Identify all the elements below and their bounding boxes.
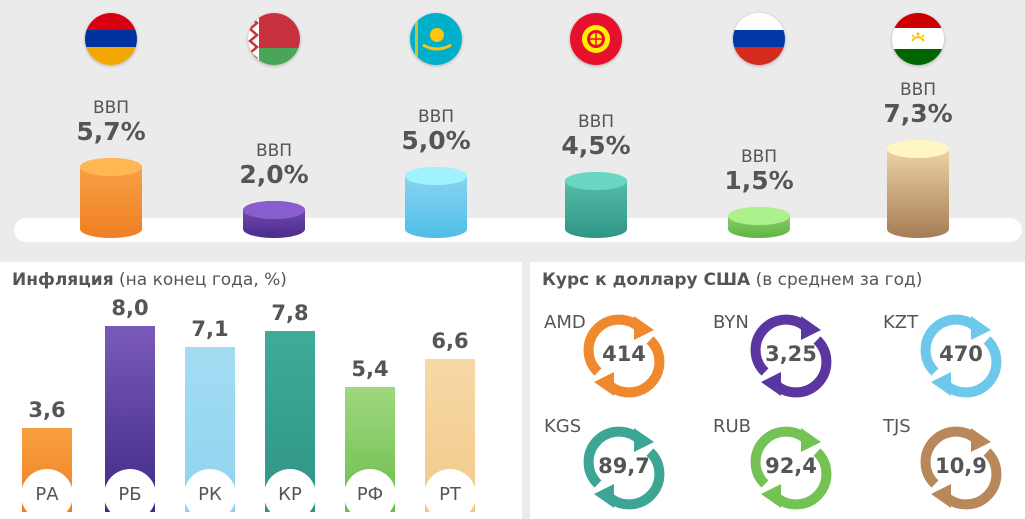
gdp-label-group: ВВП 7,3% (883, 80, 953, 128)
gdp-shelf (14, 218, 1022, 242)
currency-code: TJS (883, 416, 911, 437)
inflation-label-badge (104, 469, 156, 519)
gdp-value: 4,5% (561, 131, 631, 161)
exchange-cycle-icon (750, 426, 832, 510)
gdp-word: ВВП (577, 112, 615, 133)
gdp-value: 5,0% (401, 125, 471, 155)
currency-rate: 92,4 (765, 454, 817, 478)
currency-rate: 10,9 (935, 454, 987, 478)
inflation-category-label: РА (35, 484, 59, 505)
inflation-category-label: КР (278, 484, 302, 505)
gdp-bar (565, 172, 627, 238)
gdp-label-group: ВВП 5,7% (76, 98, 146, 146)
inflation-title: Инфляция (на конец года, %) (12, 270, 287, 290)
belarus-flag-icon (248, 13, 300, 65)
currency-code: AMD (544, 312, 586, 333)
inflation-label-badge (344, 469, 396, 519)
currency-rate: 414 (602, 342, 646, 366)
gdp-word: ВВП (740, 146, 778, 167)
currency-title: Курс к доллару США (в среднем за год) (542, 270, 923, 290)
inflation-label-badge (184, 469, 236, 519)
gdp-label-group: ВВП 5,0% (401, 107, 471, 155)
inflation-value: 6,6 (431, 328, 469, 353)
exchange-cycle-icon (750, 314, 832, 398)
gdp-label-group: ВВП 4,5% (561, 112, 631, 160)
inflation-value: 7,8 (271, 301, 309, 326)
gdp-bar (405, 166, 467, 238)
currency-code: KZT (883, 312, 919, 333)
currency-code: KGS (544, 416, 582, 437)
exchange-cycle-icon (920, 426, 1002, 510)
gdp-value: 2,0% (239, 160, 309, 189)
gdp-bar (243, 201, 305, 238)
inflation-category-label: РФ (356, 484, 384, 505)
russia-flag-icon (733, 13, 785, 65)
inflation-label-badge (424, 469, 476, 519)
gdp-bar-top (728, 206, 790, 225)
gdp-bar-top (80, 158, 142, 177)
tajikistan-flag-icon (892, 13, 944, 65)
inflation-label-badge (21, 469, 73, 519)
gdp-bar-top (243, 201, 305, 219)
exchange-cycle-icon (920, 314, 1002, 398)
currency-code: BYN (713, 312, 749, 333)
kyrgyzstan-flag-icon (570, 13, 622, 65)
currency-rate: 3,25 (765, 342, 817, 366)
inflation-value: 3,6 (28, 398, 66, 423)
gdp-word: ВВП (255, 141, 293, 161)
gdp-word: ВВП (899, 80, 937, 101)
armenia-flag-icon (85, 13, 137, 65)
currency-code: RUB (713, 416, 752, 437)
gdp-bar (728, 206, 790, 238)
inflation-value: 5,4 (351, 356, 389, 381)
gdp-value: 7,3% (883, 99, 953, 129)
gdp-label-group: ВВП 1,5% (724, 147, 794, 195)
gdp-word: ВВП (417, 106, 455, 127)
exchange-cycle-icon (583, 314, 665, 398)
inflation-label-badge (264, 469, 316, 519)
gdp-bar (80, 158, 142, 238)
currency-rate: 470 (939, 342, 983, 366)
currency-panel: Курс к доллару США (в среднем за год) AM… (530, 262, 1025, 519)
inflation-panel: Инфляция (на конец года, %) 3,6 РА 8,0 РБ 7,… (0, 262, 522, 519)
gdp-word: ВВП (92, 98, 130, 119)
gdp-section: ВВП 5,7% ВВП 2,0% ВВП 5,0% ВВП 4,5% ВВП 1,5% ВВП 7,… (14, 13, 1022, 242)
gdp-label-group: ВВП 2,0% (239, 141, 309, 189)
gdp-bar-top (887, 140, 949, 159)
inflation-value: 7,1 (191, 317, 229, 342)
gdp-bar (887, 140, 949, 238)
gdp-bar-top (405, 166, 467, 185)
gdp-value: 1,5% (724, 165, 794, 195)
inflation-category-label: РК (198, 484, 222, 505)
inflation-value: 8,0 (111, 296, 149, 321)
exchange-cycle-icon (583, 426, 665, 510)
gdp-value: 5,7% (76, 117, 146, 147)
inflation-category-label: РБ (118, 484, 142, 505)
currency-rate: 89,7 (598, 454, 650, 478)
gdp-bar-top (565, 172, 627, 191)
kazakhstan-flag-icon (410, 13, 462, 65)
inflation-category-label: РТ (439, 484, 461, 505)
